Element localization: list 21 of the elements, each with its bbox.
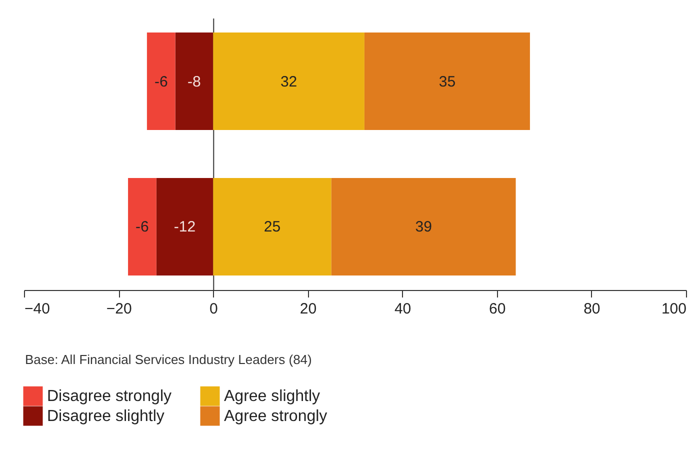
x-tick-label: −20: [106, 300, 132, 318]
data-label: -8: [188, 73, 201, 90]
data-label: 25: [264, 218, 281, 236]
x-tick-label: 20: [300, 300, 317, 318]
data-label: 39: [415, 218, 432, 236]
legend-label: Agree slightly: [224, 388, 320, 406]
data-label: -6: [136, 218, 149, 236]
x-tick-label: 80: [584, 300, 600, 318]
x-tick-label: 60: [489, 300, 506, 318]
x-tick-label: 40: [394, 300, 412, 318]
text: Base: All Financial Services Industry Leaders (84): [25, 352, 312, 367]
x-tick-label: −40: [24, 300, 50, 318]
legend-label: Agree strongly: [224, 408, 328, 425]
data-label: 35: [438, 73, 456, 90]
x-tick-label: 0: [209, 300, 218, 318]
data-label: 32: [280, 73, 298, 90]
x-tick-label: 100: [661, 300, 686, 318]
legend-label: Disagree slightly: [47, 408, 164, 425]
data-label: -6: [154, 73, 168, 90]
data-label: -12: [174, 218, 196, 236]
legend-label: Disagree strongly: [47, 388, 172, 406]
